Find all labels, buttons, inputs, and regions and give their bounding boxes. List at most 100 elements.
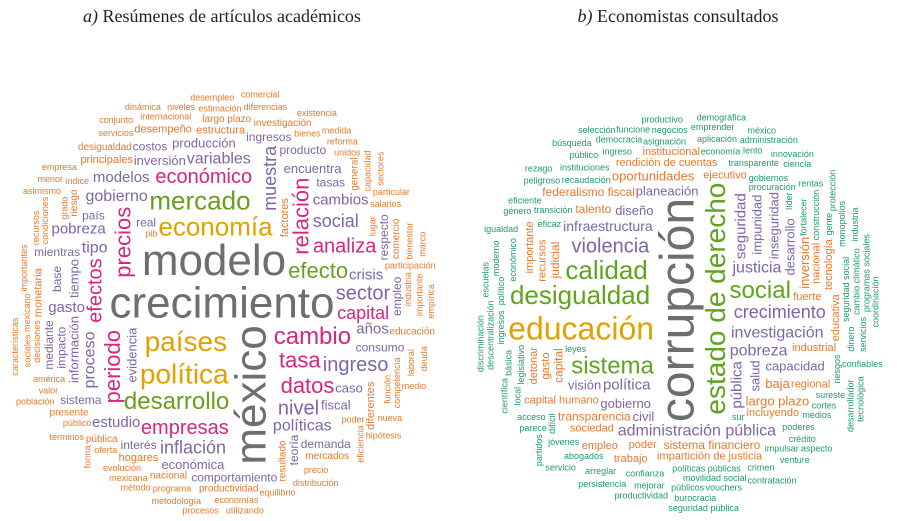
word: discriminación xyxy=(475,315,485,372)
word: empresas xyxy=(141,417,229,439)
panel-label: a) xyxy=(83,6,98,27)
word: venture xyxy=(780,455,810,465)
word: violencia xyxy=(571,235,650,257)
word: gobierno xyxy=(85,188,147,205)
word: científica xyxy=(499,378,509,414)
word: demográfica xyxy=(697,113,747,123)
word: medios xyxy=(802,410,832,420)
word: capacidad xyxy=(765,359,824,374)
word: fiscal xyxy=(321,397,351,412)
word: desarrollo xyxy=(124,388,229,415)
word: coordinación xyxy=(871,276,881,327)
word: servicios xyxy=(98,128,134,138)
word: sistema xyxy=(571,352,654,379)
word: datos xyxy=(281,373,335,398)
word: burocracia xyxy=(674,493,716,503)
panel-label: b) xyxy=(578,6,593,27)
word: asimismo xyxy=(23,186,61,196)
word: política xyxy=(603,376,651,393)
word: políticas públicas xyxy=(672,463,741,473)
word: administración xyxy=(740,135,798,145)
word: capital xyxy=(337,303,389,323)
word: regional xyxy=(791,379,830,391)
word: género xyxy=(503,206,531,216)
word: países xyxy=(145,326,228,357)
word: economía xyxy=(158,211,273,241)
word: fuerte xyxy=(793,291,821,303)
word: caso xyxy=(335,380,362,395)
word: impunidad xyxy=(750,195,765,255)
word: impartición de justicia xyxy=(657,451,763,463)
word: evidencia xyxy=(125,327,140,383)
word: encuentra xyxy=(284,161,343,176)
word: recursos xyxy=(31,210,41,245)
word: tiempo xyxy=(67,259,82,298)
word: política xyxy=(140,359,229,390)
word: índice xyxy=(65,176,89,186)
word: importantes xyxy=(19,244,29,292)
word: ingreso xyxy=(323,354,389,376)
word: real xyxy=(136,216,156,230)
word: metodología xyxy=(152,496,202,506)
word: información xyxy=(67,316,82,383)
word: visión xyxy=(568,377,601,392)
word: empleo xyxy=(582,440,618,452)
word: educativa xyxy=(830,293,842,341)
word: sociales xyxy=(22,334,32,367)
word: empresa xyxy=(42,162,77,172)
word: riesgos xyxy=(832,354,842,384)
word: crecimiento xyxy=(734,302,826,322)
word: capacidad xyxy=(362,150,372,191)
word: cortes xyxy=(812,400,837,410)
word: investigación xyxy=(731,324,824,341)
word: nueva xyxy=(378,413,403,423)
word: seguridad pública xyxy=(668,503,739,513)
word: administración pública xyxy=(618,422,776,439)
word: funcione xyxy=(616,125,650,135)
word: empírica xyxy=(426,284,436,319)
word: ejecutivo xyxy=(703,170,746,182)
word: transparente xyxy=(728,158,779,168)
word: niveles xyxy=(167,102,196,112)
word: existencia xyxy=(297,108,337,118)
word: economía xyxy=(701,146,741,156)
word: instituciones xyxy=(560,163,610,173)
word: rendición de cuentas xyxy=(616,157,718,169)
word: riesgo xyxy=(69,189,80,217)
word: respecto xyxy=(377,214,391,260)
word: largo plazo xyxy=(746,393,810,408)
word: sur xyxy=(732,412,745,422)
word: protección xyxy=(827,170,837,212)
word: relación xyxy=(289,178,314,255)
word: arreglar xyxy=(585,466,616,476)
word: sector xyxy=(336,282,391,304)
word: procuración xyxy=(749,182,796,192)
word: periodo xyxy=(100,330,125,403)
word: dinero xyxy=(846,327,856,352)
word: método xyxy=(121,483,151,493)
word: pública xyxy=(86,434,118,445)
word: población xyxy=(16,397,55,407)
word: comercio xyxy=(391,218,402,259)
word: acceso xyxy=(517,412,546,422)
word: planeación xyxy=(636,183,699,198)
word: ingreso xyxy=(602,147,632,157)
word: calidad xyxy=(565,255,647,285)
word: base xyxy=(50,266,64,292)
word: capital humano xyxy=(524,395,599,407)
word: oferta xyxy=(94,445,117,455)
word: educación xyxy=(508,311,654,347)
word: asignación xyxy=(643,136,686,146)
word: efectos xyxy=(84,258,106,322)
panel-title-text: Resúmenes de artículos académicos xyxy=(103,6,361,26)
word: largo plazo xyxy=(202,114,251,125)
word: industria xyxy=(850,207,860,241)
word: innovación xyxy=(771,149,814,159)
word: efecto xyxy=(288,258,348,283)
word: escuelas xyxy=(480,261,490,297)
word: eficiente xyxy=(508,196,542,206)
word: inversión xyxy=(134,153,186,168)
word: públicos xyxy=(671,482,705,492)
word: poder xyxy=(629,439,657,451)
word: bienes xyxy=(294,128,321,138)
